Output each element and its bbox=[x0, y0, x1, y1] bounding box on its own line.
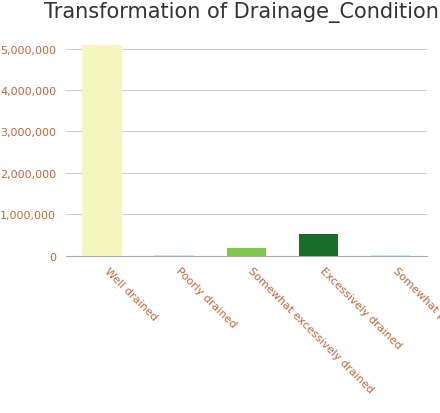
Bar bbox=[227, 248, 266, 256]
Title: Transformation of Drainage_Conditions: Transformation of Drainage_Conditions bbox=[44, 2, 440, 23]
Bar bbox=[82, 45, 122, 256]
Bar bbox=[299, 234, 338, 256]
Bar bbox=[154, 255, 194, 256]
